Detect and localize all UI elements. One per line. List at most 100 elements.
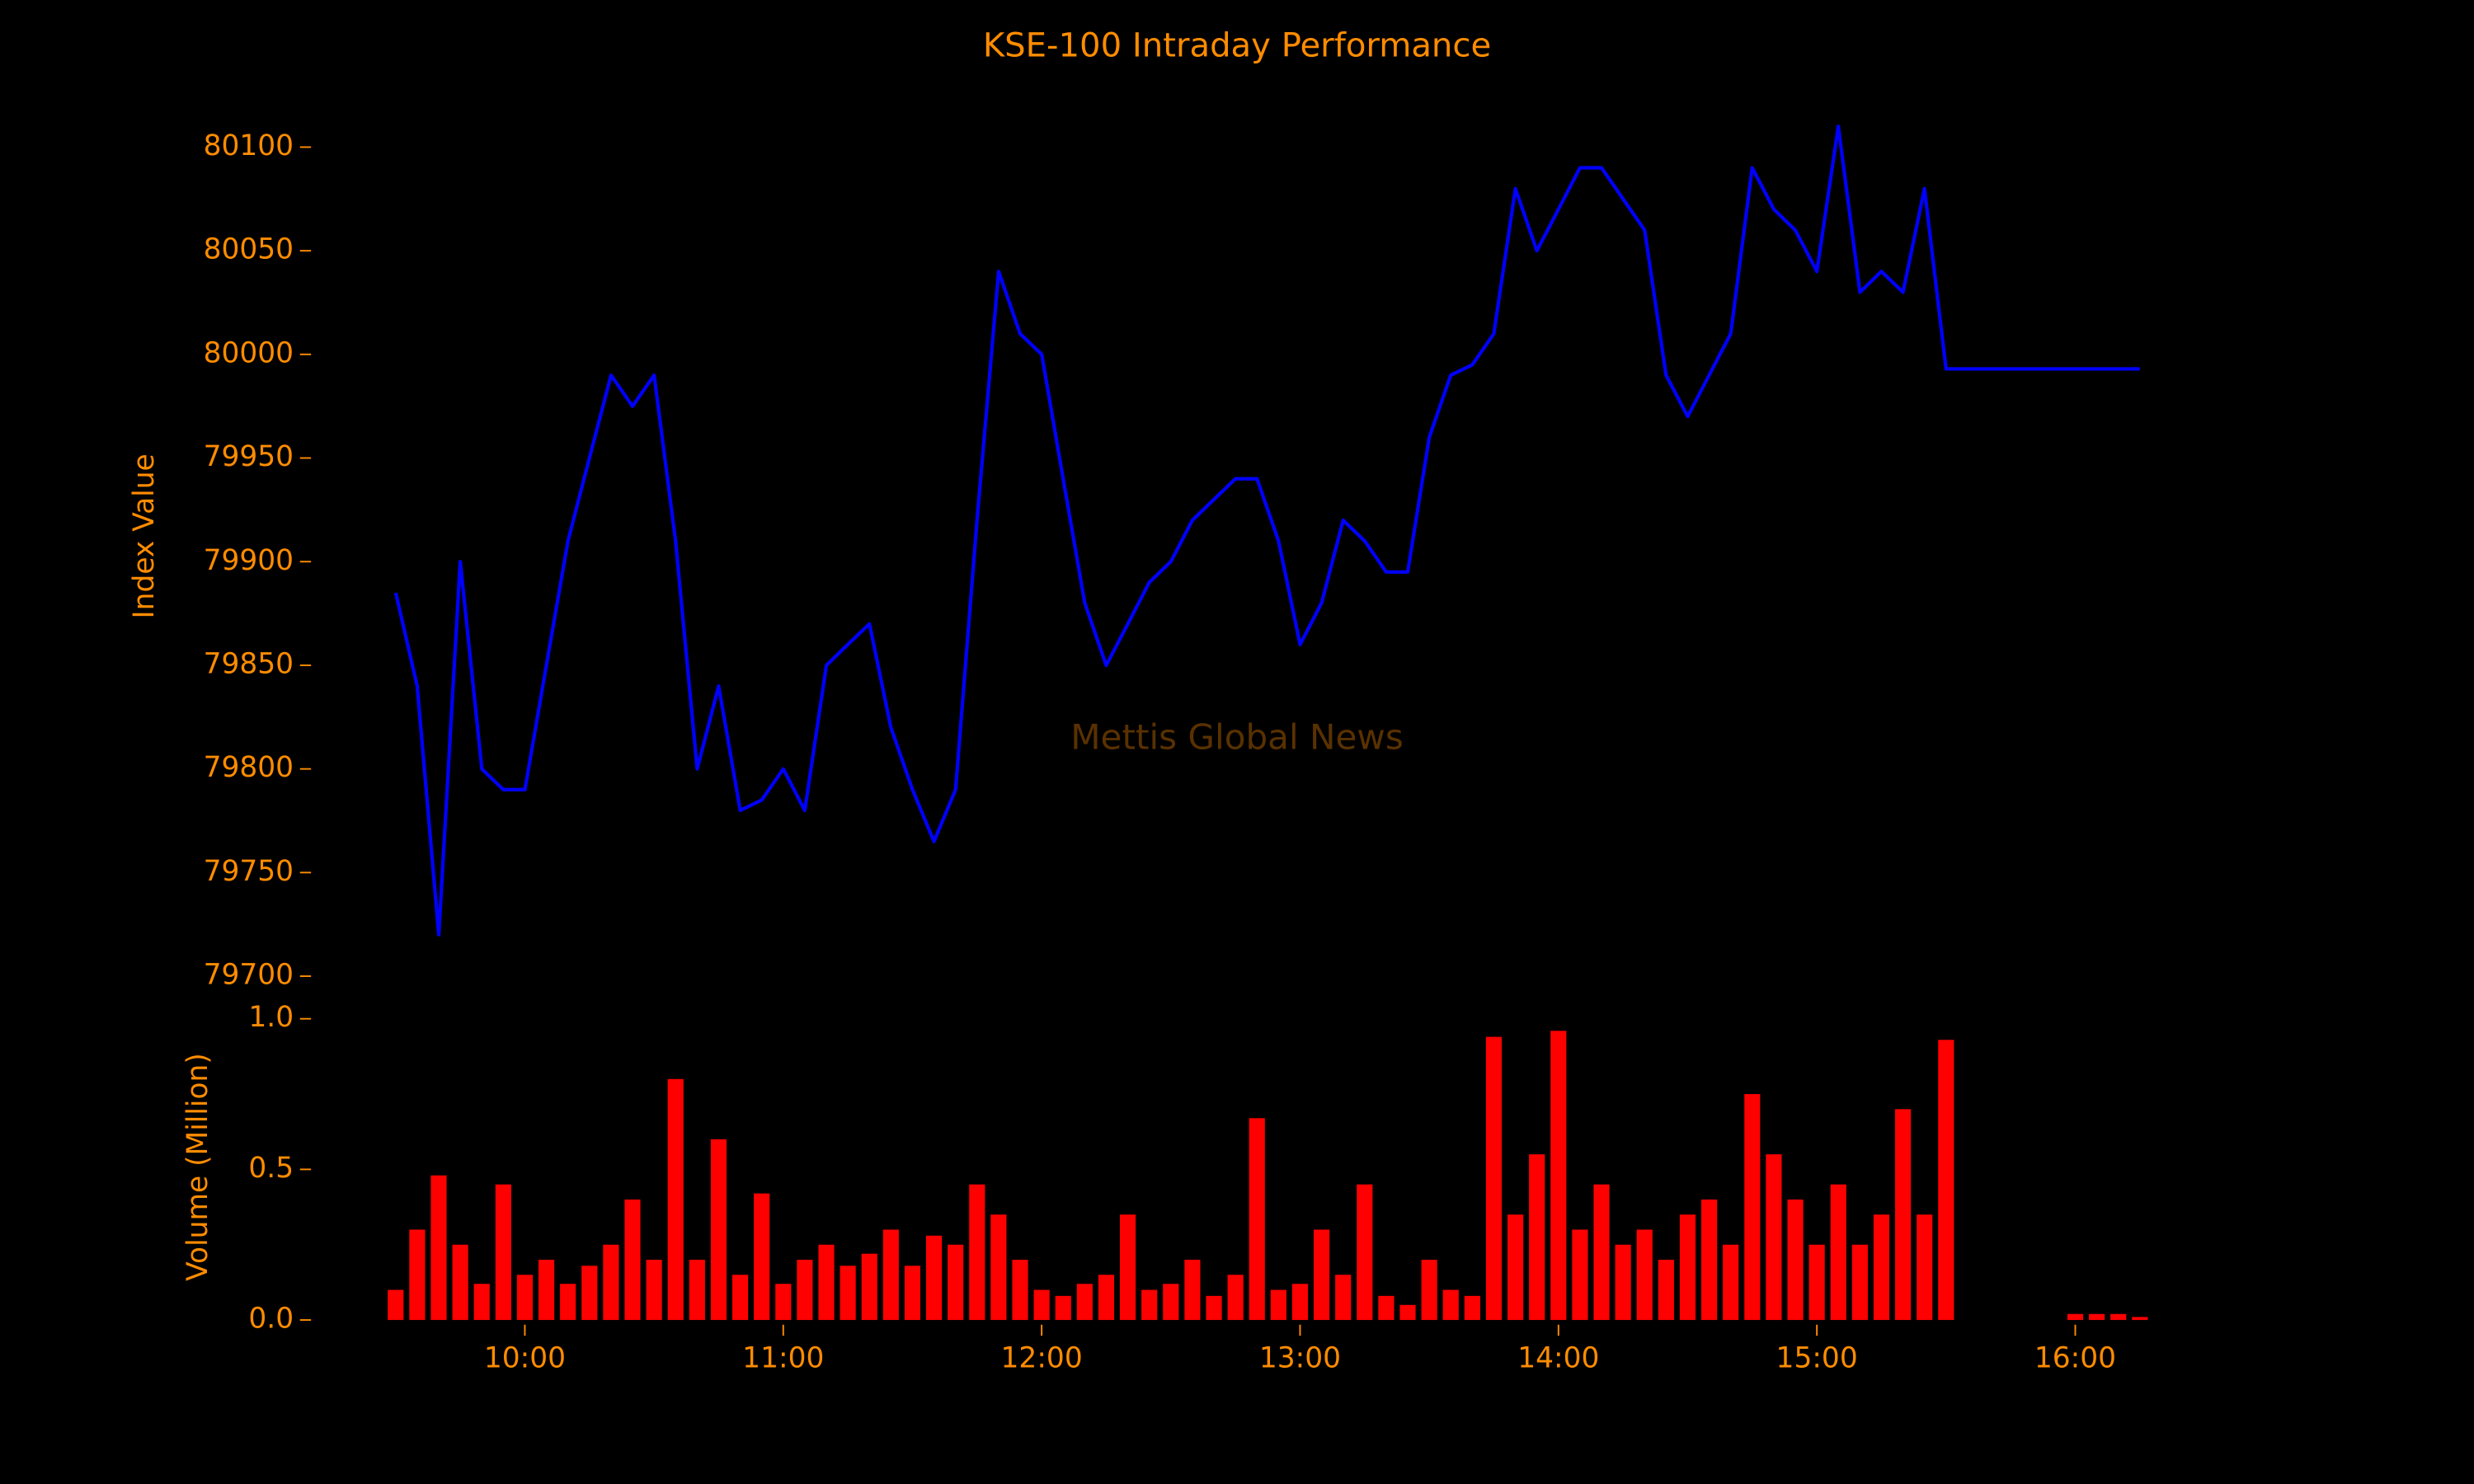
volume-bar xyxy=(732,1275,749,1321)
volume-bar xyxy=(990,1214,1007,1321)
volume-bar xyxy=(603,1244,619,1321)
volume-bar xyxy=(1249,1118,1265,1321)
y-tick-label: 0.0 xyxy=(248,1303,294,1336)
volume-bar xyxy=(840,1266,856,1321)
y-tick-label: 80100 xyxy=(204,129,294,162)
x-tick-label: 16:00 xyxy=(2034,1341,2116,1374)
volume-bar xyxy=(689,1259,705,1321)
volume-bar xyxy=(1615,1244,1631,1321)
y-tick-label: 79700 xyxy=(204,959,294,992)
volume-bar xyxy=(882,1229,899,1321)
volume-bar xyxy=(1464,1295,1480,1321)
volume-bar xyxy=(667,1078,684,1321)
x-tick-label: 13:00 xyxy=(1259,1341,1341,1374)
volume-bar xyxy=(581,1266,598,1321)
volume-bar xyxy=(1485,1036,1503,1321)
volume-bar xyxy=(430,1175,447,1321)
x-tick-label: 15:00 xyxy=(1776,1341,1858,1374)
volume-bar xyxy=(926,1235,943,1321)
volume-bar xyxy=(388,1289,404,1321)
volume-bar xyxy=(1033,1289,1050,1321)
volume-bar xyxy=(1895,1109,1912,1321)
volume-bar xyxy=(1076,1284,1093,1321)
volume-bar xyxy=(516,1275,534,1321)
volume-bar xyxy=(1917,1214,1933,1321)
y-tick-label: 79850 xyxy=(204,647,294,680)
volume-bar xyxy=(1529,1154,1545,1321)
volume-bar xyxy=(1098,1275,1115,1321)
watermark: Mettis Global News xyxy=(1070,717,1403,758)
x-tick-label: 12:00 xyxy=(1001,1341,1083,1374)
volume-bar xyxy=(1873,1214,1890,1321)
y-tick-label: 79900 xyxy=(204,544,294,577)
x-tick-label: 11:00 xyxy=(742,1341,824,1374)
volume-bar xyxy=(775,1284,792,1321)
volume-bar xyxy=(1399,1304,1416,1321)
volume-bar xyxy=(409,1229,426,1321)
volume-bar xyxy=(624,1199,641,1321)
volume-bar xyxy=(1012,1259,1028,1321)
volume-bar xyxy=(1421,1259,1437,1321)
volume-bar xyxy=(1357,1184,1373,1321)
volume-bar xyxy=(1442,1289,1459,1321)
volume-bar xyxy=(1206,1295,1222,1321)
volume-bar xyxy=(904,1266,921,1321)
volume-bar xyxy=(1314,1229,1330,1321)
y-tick-label: 79750 xyxy=(204,855,294,888)
volume-bar xyxy=(538,1259,555,1321)
volume-bar xyxy=(1808,1244,1825,1321)
y-tick-label: 80050 xyxy=(204,233,294,266)
volume-bar xyxy=(1658,1259,1674,1321)
volume-bar xyxy=(1335,1275,1352,1321)
volume-bar xyxy=(1550,1031,1567,1321)
volume-bar xyxy=(1830,1184,1846,1321)
volume-bar xyxy=(560,1284,576,1321)
volume-bar xyxy=(2110,1313,2127,1321)
volume-bar xyxy=(1055,1295,1071,1321)
volume-bar xyxy=(473,1284,490,1321)
x-tick-label: 10:00 xyxy=(484,1341,566,1374)
volume-bar xyxy=(1270,1289,1286,1321)
volume-bar xyxy=(1507,1214,1524,1321)
volume-bar xyxy=(1723,1244,1739,1321)
volume-bar xyxy=(797,1259,813,1321)
volume-bar xyxy=(1744,1094,1761,1321)
volume-bar xyxy=(1766,1154,1782,1321)
volume-bar xyxy=(2132,1317,2148,1321)
volume-bar xyxy=(1378,1295,1395,1321)
volume-bar xyxy=(861,1253,877,1321)
index-line xyxy=(393,124,2140,937)
volume-bar xyxy=(1636,1229,1653,1321)
volume-bar xyxy=(1120,1214,1136,1321)
volume-bar xyxy=(1227,1275,1244,1321)
volume-bar xyxy=(1593,1184,1610,1321)
volume-bar xyxy=(1701,1199,1718,1321)
volume-bar xyxy=(2089,1313,2105,1321)
y-tick-label: 79800 xyxy=(204,751,294,784)
x-tick-label: 14:00 xyxy=(1517,1341,1599,1374)
volume-bar xyxy=(710,1139,727,1321)
volume-bar xyxy=(1787,1199,1804,1321)
chart-title: KSE-100 Intraday Performance xyxy=(983,26,1491,64)
y-axis-label: Volume (Million) xyxy=(181,1053,214,1281)
y-tick-label: 80000 xyxy=(204,336,294,369)
y-tick-label: 79950 xyxy=(204,440,294,473)
volume-bar xyxy=(948,1244,964,1321)
volume-bar xyxy=(646,1259,662,1321)
volume-bar xyxy=(1163,1284,1179,1321)
volume-bar xyxy=(1679,1214,1696,1321)
y-tick-label: 1.0 xyxy=(248,1001,294,1034)
volume-bar xyxy=(1184,1259,1201,1321)
y-tick-label: 0.5 xyxy=(248,1152,294,1185)
volume-bar xyxy=(1291,1284,1309,1321)
volume-bar xyxy=(2067,1313,2084,1321)
volume-bar xyxy=(754,1193,770,1321)
volume-bar xyxy=(1572,1229,1588,1321)
volume-bar xyxy=(969,1184,985,1321)
volume-bar xyxy=(1851,1244,1868,1321)
volume-bar xyxy=(818,1244,835,1321)
volume-bar xyxy=(495,1184,511,1321)
volume-bar xyxy=(1141,1289,1158,1321)
